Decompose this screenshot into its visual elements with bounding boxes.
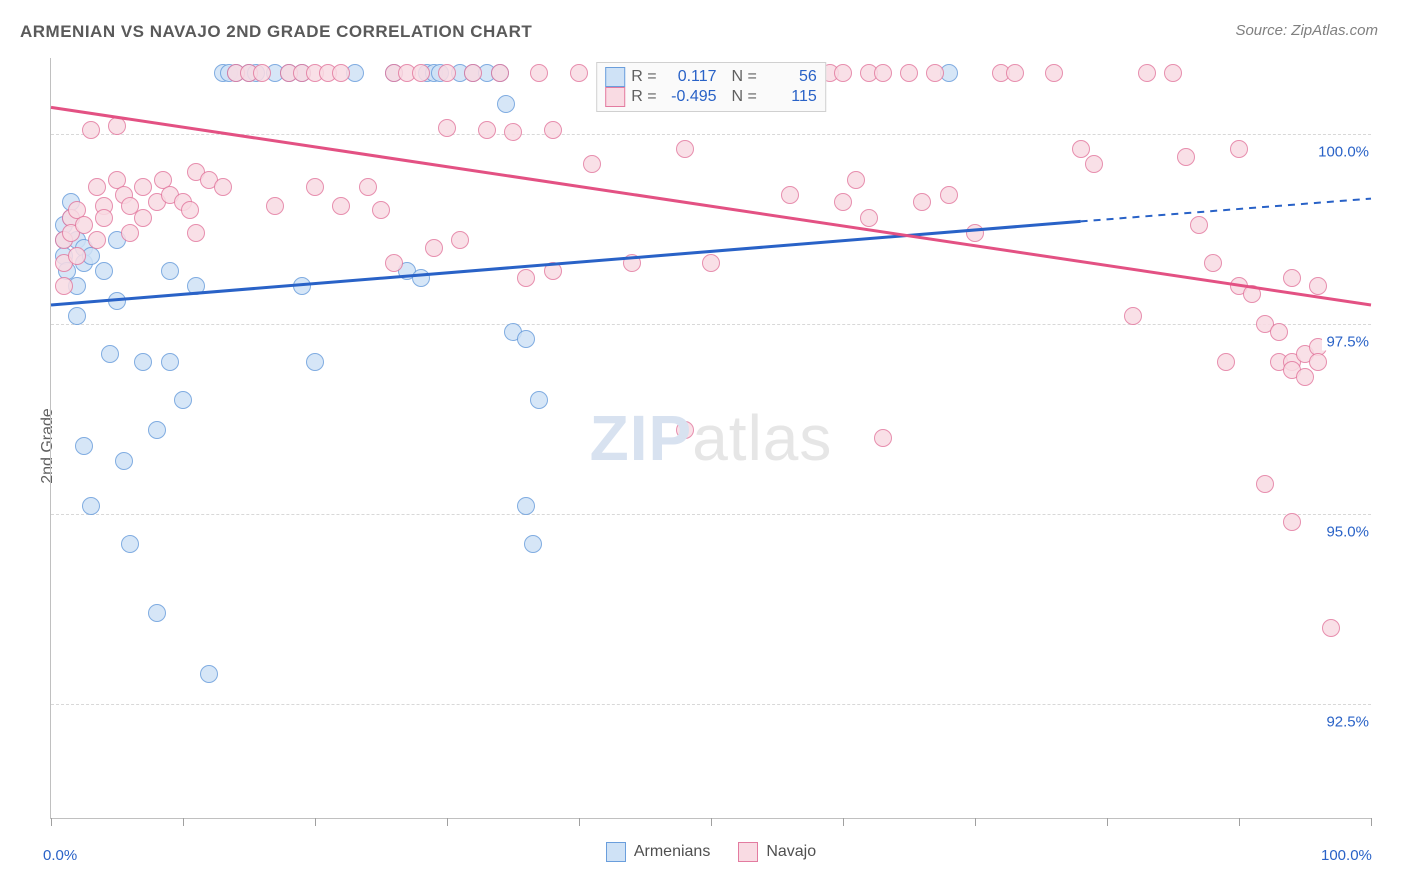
scatter-plot-area: ZIPatlas R =0.117 N =56R =-0.495 N =115 … [50,58,1371,819]
trend-line-extrapolated [1081,199,1371,222]
x-tick [975,818,976,826]
series-legend: Armenians Navajo [51,842,1371,862]
chart-title: ARMENIAN VS NAVAJO 2ND GRADE CORRELATION… [20,22,532,42]
legend-series-name: Armenians [634,843,710,861]
legend-corr-row: R = 0.117 N = 56 [605,67,817,87]
legend-R-value: 0.117 [663,68,717,86]
x-tick [1107,818,1108,826]
legend-swatch [605,67,625,87]
legend-N-label: N = [723,68,757,86]
x-tick [51,818,52,826]
y-tick-label: 95.0% [1322,524,1373,541]
x-tick [1239,818,1240,826]
legend-N-value: 115 [763,88,817,106]
legend-swatch [738,842,758,862]
x-tick [711,818,712,826]
legend-series-name: Navajo [766,843,816,861]
legend-swatch [606,842,626,862]
legend-bottom-item: Armenians [606,842,710,862]
legend-R-label: R = [631,88,656,106]
x-tick [447,818,448,826]
y-tick-label: 100.0% [1314,144,1373,161]
legend-swatch [605,87,625,107]
legend-N-value: 56 [763,68,817,86]
x-tick [843,818,844,826]
x-tick [315,818,316,826]
x-tick [183,818,184,826]
y-tick-label: 97.5% [1322,334,1373,351]
legend-R-label: R = [631,68,656,86]
legend-N-label: N = [723,88,757,106]
trend-line [51,221,1081,305]
legend-corr-row: R = -0.495 N = 115 [605,87,817,107]
legend-bottom-item: Navajo [738,842,816,862]
legend-R-value: -0.495 [663,88,717,106]
x-tick [579,818,580,826]
trend-lines-layer [51,58,1371,818]
source-attribution: Source: ZipAtlas.com [1235,22,1378,39]
trend-line [51,107,1371,305]
y-tick-label: 92.5% [1322,714,1373,731]
x-tick [1371,818,1372,826]
correlation-legend: R = 0.117 N = 56 R = -0.495 N = 115 [596,62,826,112]
